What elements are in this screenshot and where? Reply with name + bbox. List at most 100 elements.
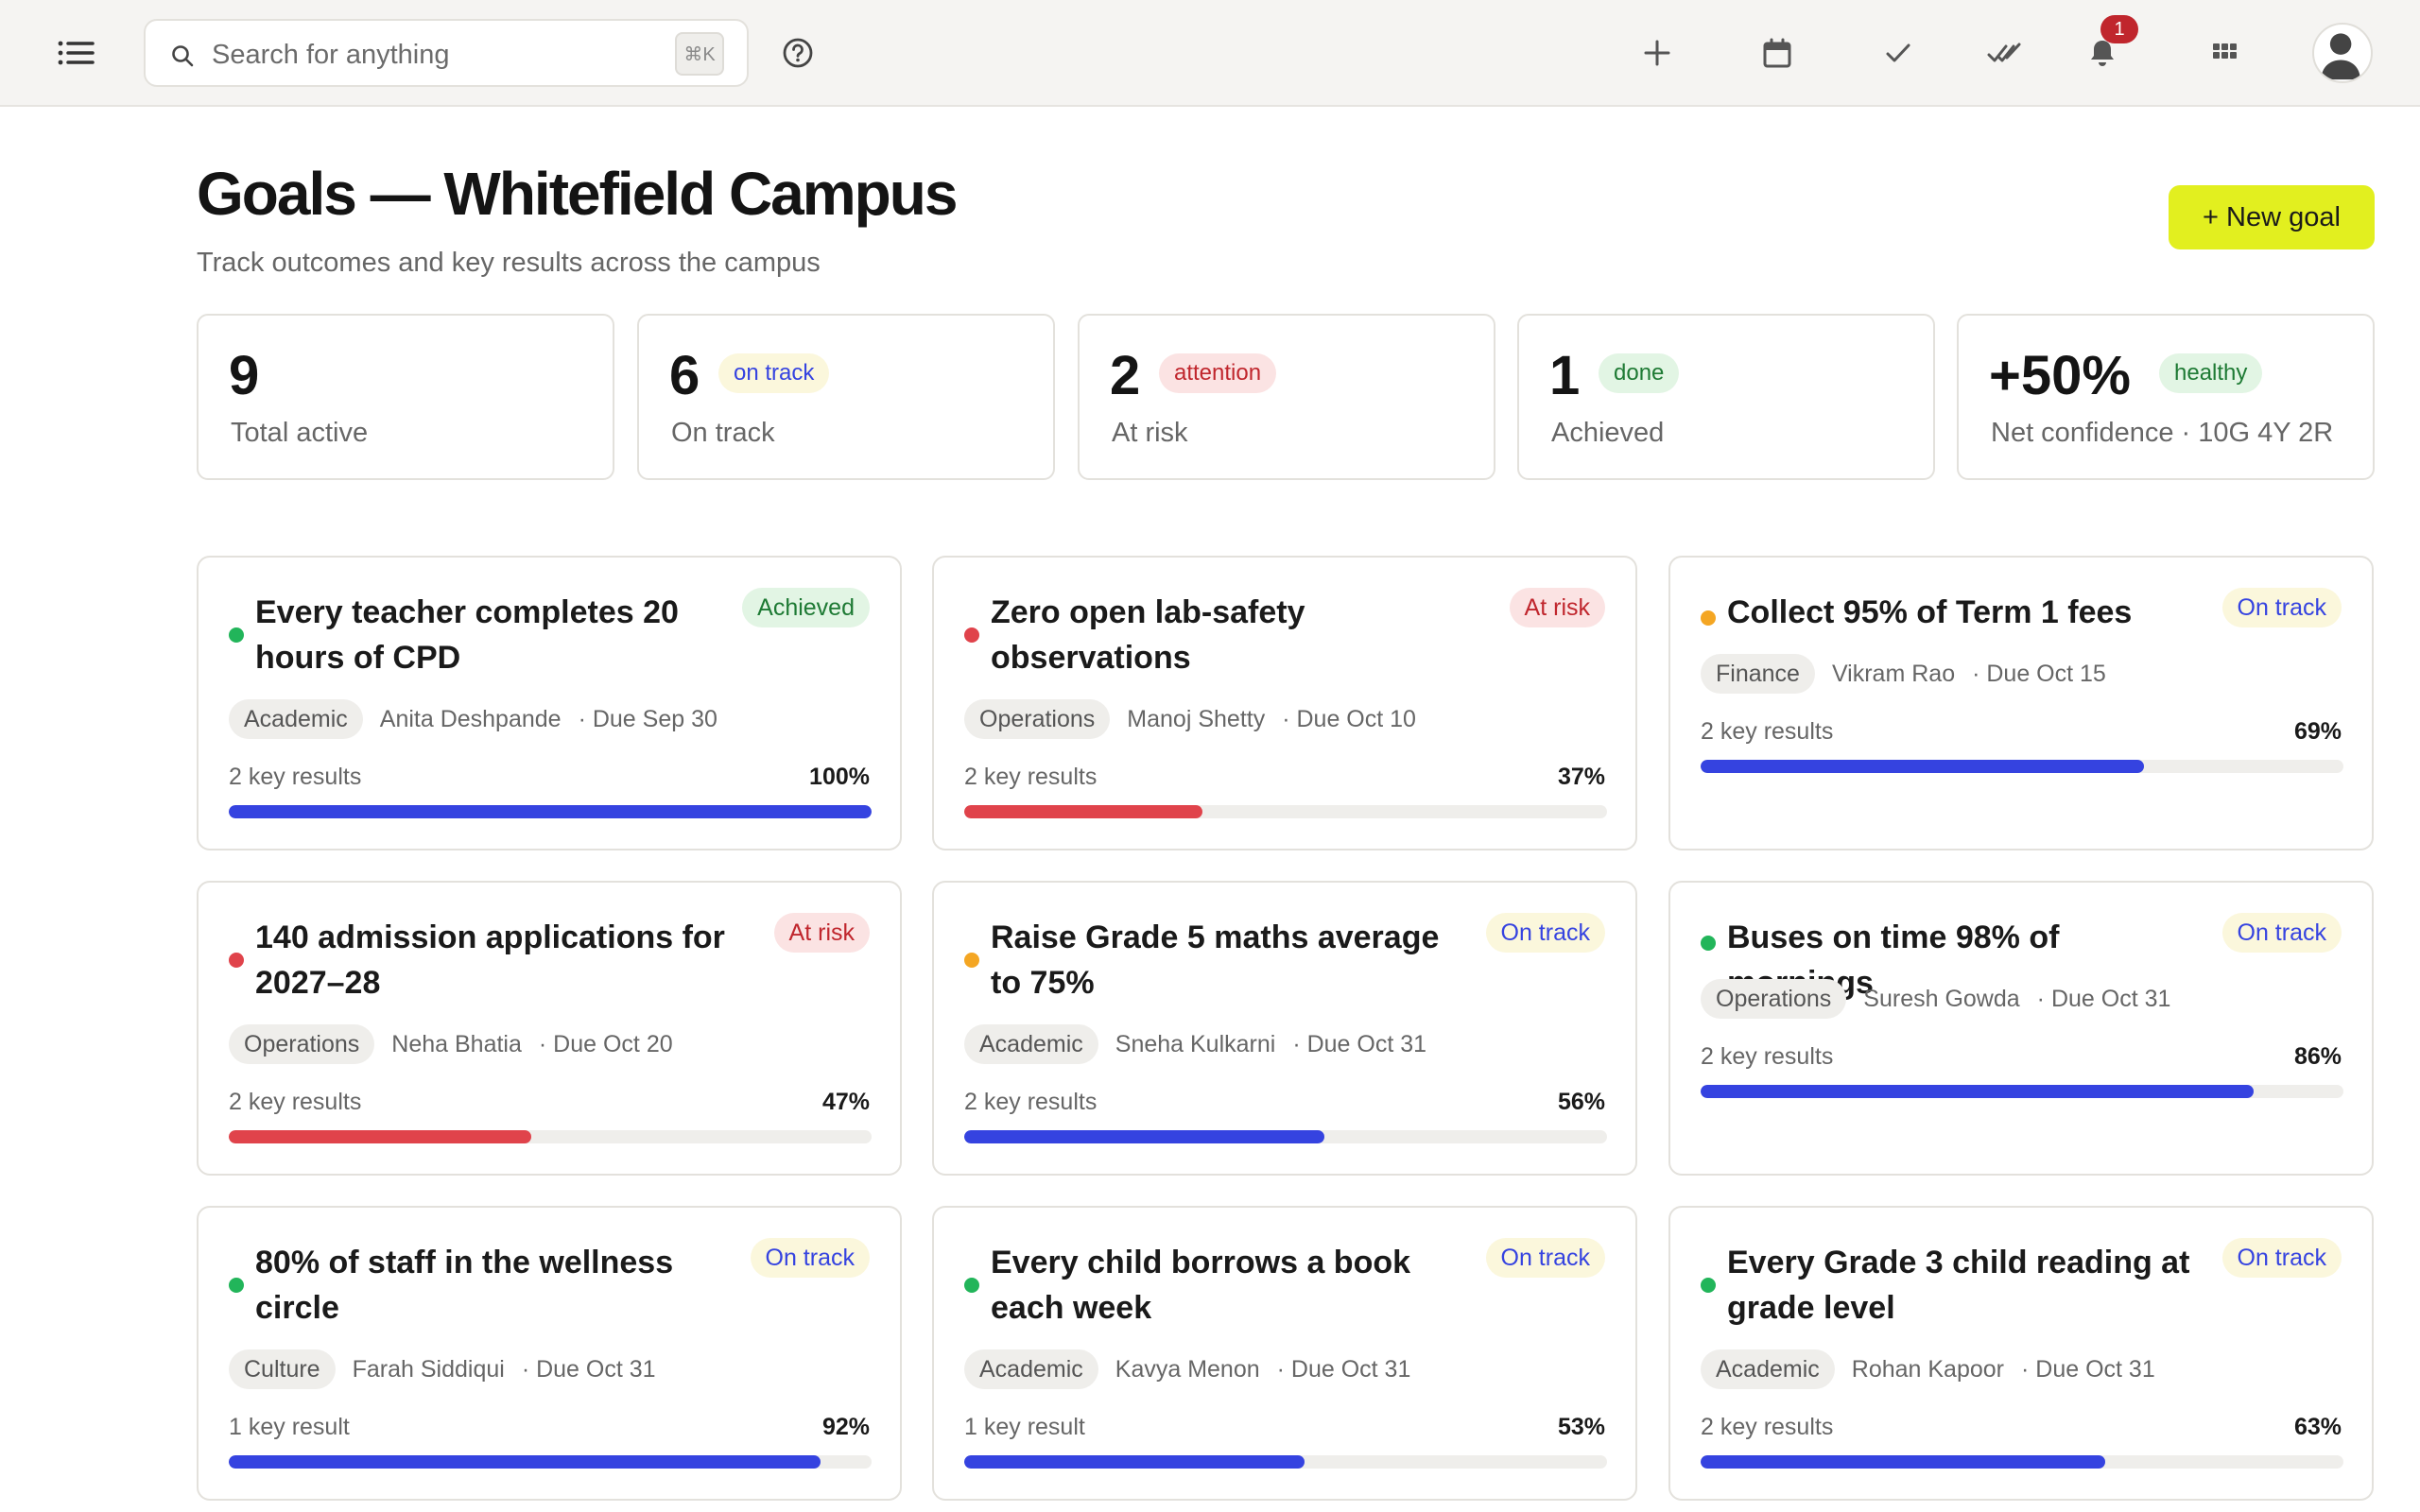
goal-due-date: · Due Oct 10 <box>1282 705 1416 732</box>
goal-meta: Operations Suresh Gowda · Due Oct 31 <box>1701 979 2170 1019</box>
goal-owner: Vikram Rao <box>1831 660 1956 687</box>
stat-on-track: 6 on track On track <box>637 314 1055 480</box>
goal-card[interactable]: 140 admission applications for 2027–28 At… <box>197 881 902 1176</box>
goal-status-badge: Achieved <box>742 588 870 627</box>
notification-count-badge: 1 <box>2100 15 2138 43</box>
goal-key-results-count: 1 key result <box>229 1414 350 1440</box>
goal-progress-fill <box>964 805 1202 818</box>
goal-meta: Operations Neha Bhatia · Due Oct 20 <box>229 1024 673 1064</box>
goal-key-results-count: 2 key results <box>1701 718 1834 745</box>
goal-card[interactable]: 80% of staff in the wellness circle On tr… <box>197 1206 902 1501</box>
search-box[interactable]: ⌘K <box>144 19 749 87</box>
help-icon[interactable] <box>781 36 815 70</box>
goal-title[interactable]: Raise Grade 5 maths average to 75% <box>991 919 1440 1001</box>
goal-title[interactable]: Every teacher completes 20 hours of CPD <box>255 594 679 676</box>
stat-at-risk: 2 attention At risk <box>1078 314 1495 480</box>
plus-icon[interactable] <box>1638 34 1676 72</box>
goal-status-dot <box>229 953 244 968</box>
goal-progress-percent: 56% <box>1557 1089 1605 1115</box>
stat-value: 1 <box>1549 345 1581 406</box>
goal-due-date: · Due Oct 15 <box>1972 660 2106 687</box>
goal-card[interactable]: Zero open lab-safety observations At risk… <box>932 556 1637 850</box>
goal-title[interactable]: 140 admission applications for 2027–28 <box>255 919 725 1001</box>
goal-category-tag: Academic <box>964 1349 1098 1389</box>
stat-label: At risk <box>1112 418 1188 448</box>
stat-pill: on track <box>718 353 830 393</box>
goal-category-tag: Finance <box>1701 654 1815 694</box>
stat-value: +50% <box>1989 345 2131 406</box>
goal-status-dot <box>964 627 979 643</box>
goal-key-results-count: 1 key result <box>964 1414 1085 1440</box>
goal-progress-percent: 69% <box>2293 718 2342 745</box>
search-shortcut-hint: ⌘K <box>675 32 724 76</box>
goal-card[interactable]: Buses on time 98% of morningsOn trackOpe… <box>1668 881 2374 1176</box>
apps-grid-icon[interactable] <box>2205 34 2243 72</box>
goal-due-date: · Due Oct 20 <box>538 1030 673 1057</box>
goal-category-tag: Operations <box>964 699 1111 739</box>
calendar-icon[interactable] <box>1758 34 1796 72</box>
goal-title[interactable]: Every Grade 3 child reading at grade lev… <box>1727 1245 2190 1326</box>
goal-status-dot <box>1701 610 1716 626</box>
menu-icon[interactable] <box>57 38 95 68</box>
new-goal-button[interactable]: + New goal <box>2169 185 2375 249</box>
goal-category-tag: Operations <box>229 1024 375 1064</box>
goal-card[interactable]: Every Grade 3 child reading at grade lev… <box>1668 1206 2374 1501</box>
stat-value: 2 <box>1110 345 1141 406</box>
goal-due-date: · Due Sep 30 <box>578 705 717 732</box>
bell-icon[interactable] <box>2083 34 2121 72</box>
goal-key-results-count: 2 key results <box>229 1089 362 1115</box>
stat-net-confidence: +50% healthy Net confidence · 10G 4Y 2R <box>1957 314 2375 480</box>
page-subtitle: Track outcomes and key results across th… <box>197 248 821 278</box>
check-icon[interactable] <box>1879 34 1917 72</box>
goal-owner: Suresh Gowda <box>1863 985 2020 1012</box>
goal-progress-fill <box>1701 760 2145 773</box>
stat-value: 6 <box>669 345 700 406</box>
goal-title[interactable]: Every child borrows a book each week <box>991 1245 1411 1326</box>
stat-label: Net confidence · 10G 4Y 2R <box>1991 418 2334 448</box>
goal-owner: Sneha Kulkarni <box>1115 1030 1276 1057</box>
goal-progress-bar <box>229 805 872 818</box>
goal-due-date: · Due Oct 31 <box>2021 1355 2155 1383</box>
goal-key-results-count: 2 key results <box>229 764 362 790</box>
goal-progress-percent: 100% <box>809 764 870 790</box>
goal-progress-bar <box>964 1455 1607 1469</box>
goal-progress-fill <box>229 1455 821 1469</box>
goal-progress-bar <box>964 805 1607 818</box>
user-avatar[interactable] <box>2312 23 2373 83</box>
goal-category-tag: Academic <box>229 699 363 739</box>
stat-pill: healthy <box>2159 353 2263 393</box>
goal-progress-bar <box>229 1130 872 1143</box>
goal-progress-percent: 53% <box>1557 1414 1605 1440</box>
goal-status-dot <box>1701 936 1716 951</box>
goal-status-dot <box>1701 1278 1716 1293</box>
double-check-icon[interactable] <box>1985 34 2023 72</box>
goal-progress-percent: 86% <box>2293 1043 2342 1070</box>
stat-pill: done <box>1599 353 1680 393</box>
goal-status-badge: On track <box>1485 1238 1605 1278</box>
search-input[interactable] <box>212 34 656 76</box>
goal-progress-fill <box>229 805 872 818</box>
goal-card[interactable]: Collect 95% of Term 1 fees On track Financ… <box>1668 556 2374 850</box>
goal-progress-bar <box>1701 760 2343 773</box>
goal-category-tag: Academic <box>964 1024 1098 1064</box>
goal-card[interactable]: Every child borrows a book each week On t… <box>932 1206 1637 1501</box>
goal-due-date: · Due Oct 31 <box>1292 1030 1427 1057</box>
stat-achieved: 1 done Achieved <box>1517 314 1935 480</box>
goal-key-results-count: 2 key results <box>1701 1043 1834 1070</box>
goal-status-badge: On track <box>2221 588 2342 627</box>
goal-status-badge: At risk <box>773 913 870 953</box>
page-title: Goals — Whitefield Campus <box>197 160 958 228</box>
goal-card[interactable]: Raise Grade 5 maths average to 75% On tra… <box>932 881 1637 1176</box>
goal-progress-fill <box>1701 1455 2106 1469</box>
goal-owner: Manoj Shetty <box>1127 705 1266 732</box>
goal-title[interactable]: 80% of staff in the wellness circle <box>255 1245 674 1326</box>
stat-value: 9 <box>229 345 260 406</box>
goal-card[interactable]: Every teacher completes 20 hours of CPD A… <box>197 556 902 850</box>
goal-title[interactable]: Zero open lab-safety observations <box>991 594 1305 676</box>
goal-title[interactable]: Collect 95% of Term 1 fees <box>1727 594 2133 630</box>
goal-progress-percent: 47% <box>821 1089 870 1115</box>
goal-status-badge: On track <box>2221 913 2342 953</box>
stat-label: Achieved <box>1551 418 1665 448</box>
search-icon <box>172 45 194 67</box>
goal-status-dot <box>229 627 244 643</box>
